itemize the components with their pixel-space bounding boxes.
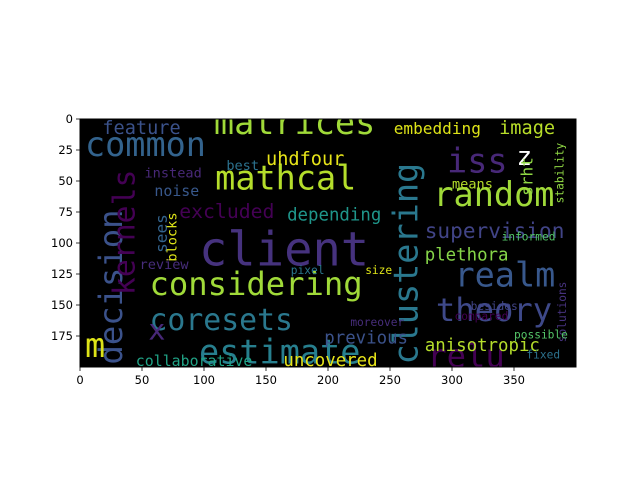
word-x: x (148, 314, 165, 347)
word-realm: realm (454, 255, 555, 294)
word-random: random (433, 175, 554, 214)
axes-layer: 0 50 100 150 200 250 300 350 0 25 50 75 100 125 150 175 (51, 112, 525, 387)
word-means: means (452, 176, 493, 192)
word-stability: stability (554, 142, 567, 203)
y-tick-label: 50 (58, 174, 73, 188)
word-excluded: excluded (179, 200, 274, 223)
word-uncovered: uncovered (283, 351, 377, 371)
word-depending: depending (287, 206, 381, 226)
word-besides: besides (471, 300, 518, 313)
word-informed: informed (502, 231, 556, 244)
word-compared: compared (454, 310, 508, 323)
word-common: common (85, 125, 206, 164)
x-tick-label: 250 (379, 373, 401, 387)
y-tick-label: 100 (51, 236, 73, 250)
x-tick-label: 350 (503, 373, 525, 387)
word-moreover: moreover (350, 316, 404, 329)
word-image: image (499, 118, 555, 139)
word-sees: sees (152, 214, 171, 253)
word-mathcal: mathcal (215, 159, 356, 198)
x-tick-label: 100 (193, 373, 215, 387)
word-previous: previous (324, 328, 408, 348)
word-theory: theory (436, 291, 552, 329)
y-tick-label: 0 (66, 112, 73, 126)
word-relu: relu (427, 337, 505, 375)
word-noise: noise (154, 182, 199, 200)
y-tick-label: 175 (51, 329, 73, 343)
word-z: z (516, 142, 532, 172)
word-clustering: clustering (386, 163, 425, 365)
word-instead: instead (144, 165, 201, 181)
words-layer: clientmatricescommonmathcalconsideringco… (85, 103, 569, 375)
word-pixel: pixel (291, 264, 325, 277)
x-tick-label: 200 (317, 373, 339, 387)
x-tick-label: 0 (76, 373, 83, 387)
word-feature: feature (102, 118, 180, 139)
word-supervision: supervision (425, 218, 565, 243)
word-uhdfour: uhdfour (266, 149, 344, 170)
word-blocks: blocks (165, 212, 181, 261)
x-tick-label: 300 (441, 373, 463, 387)
y-tick-label: 75 (58, 205, 73, 219)
word-solutions: solutions (556, 282, 569, 343)
word-size: size (365, 264, 392, 277)
word-anisotropic: anisotropic (425, 336, 540, 356)
word-review: review (140, 257, 190, 273)
y-tick-label: 150 (51, 298, 73, 312)
word-considering: considering (149, 265, 362, 303)
word-decision: decision (92, 209, 130, 364)
y-tick-label: 25 (58, 143, 73, 157)
word-srht: srht (518, 157, 537, 196)
word-coresets: coresets (149, 303, 293, 338)
word-fixed: fixed (526, 348, 560, 361)
y-tick-label: 125 (51, 267, 73, 281)
x-tick-label: 50 (135, 373, 150, 387)
word-collaborative: collaborative (136, 352, 253, 370)
word-m: m (85, 326, 105, 365)
x-tick-label: 150 (255, 373, 277, 387)
word-client: client (199, 222, 369, 277)
word-kernels: kernels (108, 170, 143, 296)
word-iss: iss (447, 141, 508, 180)
plot-background (80, 119, 576, 367)
word-best: best (226, 158, 259, 174)
word-estimate: estimate (199, 332, 360, 371)
word-matrices: matrices (214, 103, 375, 142)
word-embedding: embedding (394, 119, 481, 138)
word-possible: possible (514, 328, 568, 341)
word-plethora: plethora (425, 245, 509, 265)
